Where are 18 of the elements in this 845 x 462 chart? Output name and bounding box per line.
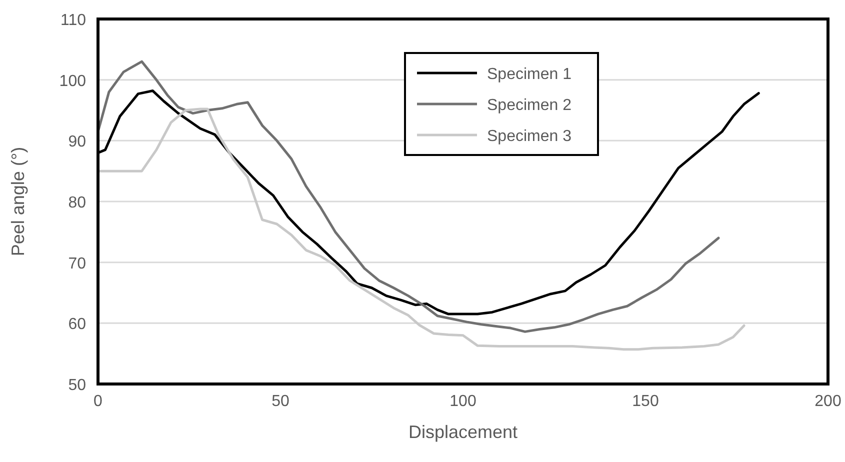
legend-label: Specimen 1: [487, 66, 572, 83]
x-tick-label: 100: [450, 393, 476, 410]
x-tick-label: 50: [272, 393, 290, 410]
x-axis-title: Displacement: [408, 422, 518, 442]
y-tick-label: 50: [68, 377, 86, 394]
legend-label: Specimen 2: [487, 97, 572, 114]
legend-label: Specimen 3: [487, 128, 572, 145]
x-tick-label: 200: [814, 393, 842, 410]
line-series: [96, 60, 720, 333]
y-tick-label: 60: [68, 316, 86, 334]
y-axis-title: Peel angle (°): [8, 146, 28, 256]
y-tick-label: 100: [59, 72, 86, 90]
y-tick-label: 110: [60, 12, 86, 29]
x-tick-label: 150: [632, 393, 659, 410]
y-tick-label: 90: [68, 134, 86, 151]
x-tick-label: 0: [94, 393, 103, 410]
y-tick-label: 80: [68, 194, 86, 212]
y-tick-label: 70: [68, 255, 86, 272]
